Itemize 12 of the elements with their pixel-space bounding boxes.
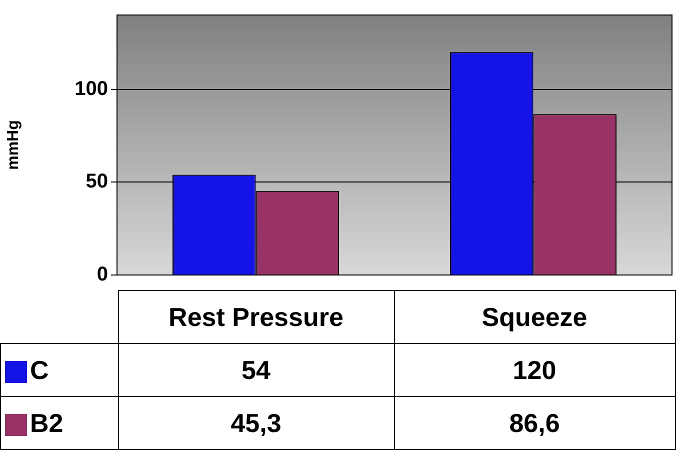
y-tick-label: 0 [96,264,108,286]
y-tick-label: 100 [74,78,108,100]
data-label: 120 [394,344,675,396]
data-label: 45,3 [118,396,394,450]
data-label: 86,6 [394,396,675,450]
y-tick-label: 50 [86,170,108,193]
legend-label: B2 [30,408,64,438]
data-label: 54 [118,344,394,396]
x-tick-label: Rest Pressure [118,290,394,344]
legend-label: C [30,354,49,384]
y-axis-title: mmHg [5,120,22,170]
x-tick-label: Squeeze [394,290,675,344]
